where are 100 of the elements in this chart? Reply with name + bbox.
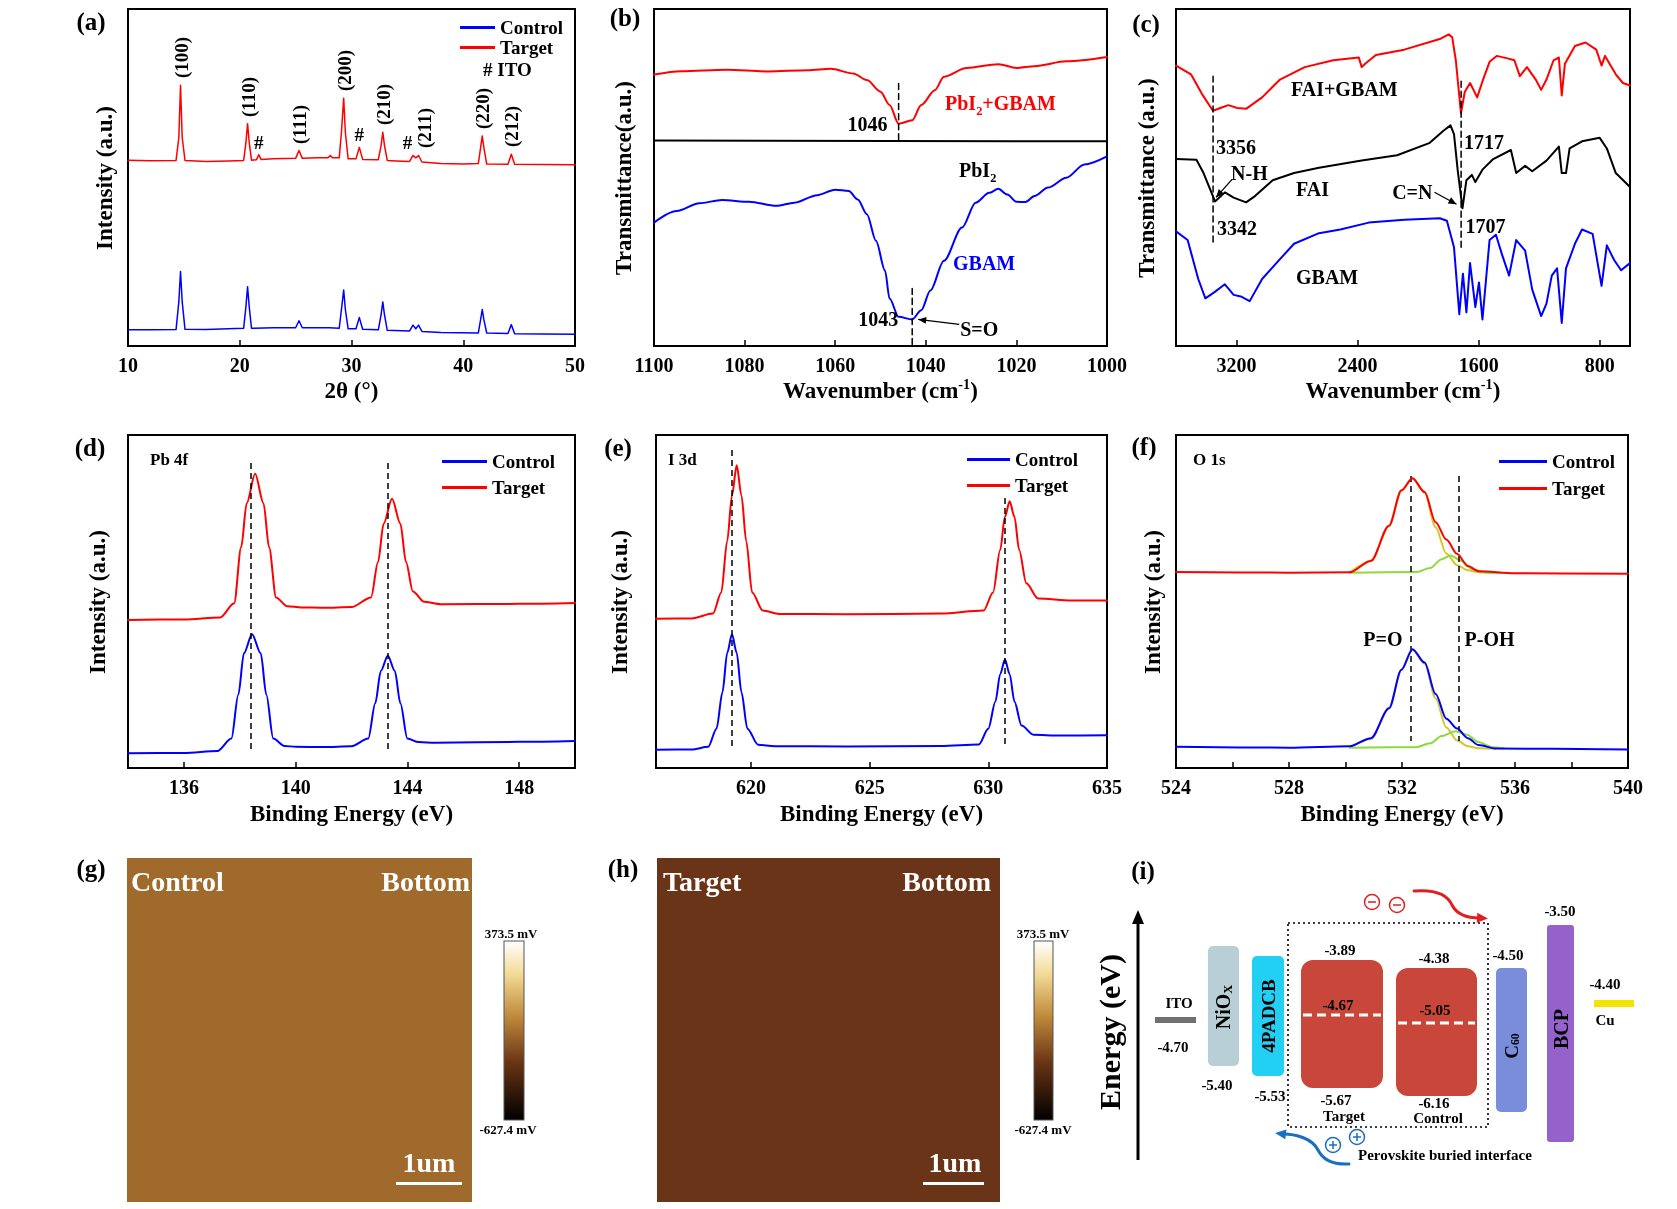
text: Target (663, 866, 742, 897)
annotation: N-H (1231, 162, 1268, 185)
x-tick-label: 30 (341, 354, 362, 376)
x-tick-label: 524 (1161, 776, 1191, 798)
x-tick-label: 1100 (634, 354, 674, 376)
text: O 1s (1193, 449, 1226, 469)
chart-title: (d) (74, 433, 106, 461)
y-axis-title: Intensity (a.u.) (84, 529, 110, 674)
text: (i) (1131, 856, 1155, 884)
annotation: (212) (500, 106, 522, 148)
annotation: I 3d (668, 449, 697, 469)
x-tick-label: 140 (280, 776, 311, 798)
legend-label: Target (1552, 478, 1606, 499)
chart-title: (c) (1132, 9, 1160, 37)
x-tick-label: 630 (973, 776, 1004, 798)
annotation: 1717 (1463, 131, 1504, 154)
text: 373.5 mV (484, 925, 538, 941)
x-tick-label: 20 (229, 354, 250, 376)
x-tick-label: 620 (735, 776, 766, 798)
chart-title: (a) (76, 7, 106, 35)
x-tick-label: 1060 (815, 354, 856, 376)
annotation: (220) (471, 87, 493, 129)
text: Cu (1595, 1011, 1615, 1028)
text: Perovskite buried interface (1358, 1146, 1532, 1163)
text: Control (1413, 1109, 1463, 1126)
y-axis-title: Intensity (a.u.) (1139, 529, 1165, 674)
text: -3.50 (1544, 902, 1576, 919)
series-label: GBAM (1296, 266, 1359, 288)
series-label: GBAM (953, 252, 1016, 274)
text: Bottom (381, 866, 470, 897)
x-tick-label: 3200 (1216, 354, 1257, 376)
text: Bottom (902, 866, 991, 897)
annotation: (110) (237, 76, 259, 117)
text: 373.5 mV (1016, 925, 1070, 941)
chart-title: (e) (604, 433, 632, 461)
y-axis-title: Transmittance(a.u.) (610, 80, 636, 275)
x-axis-title: 2θ (°) (324, 377, 379, 403)
text: -5.53 (1254, 1087, 1286, 1104)
text: Energy (eV) (1093, 954, 1126, 1110)
text: # ITO (483, 58, 532, 80)
text: -4.40 (1589, 975, 1621, 992)
text: -4.70 (1157, 1038, 1189, 1055)
y-axis-title: Transmittance (a.u.) (1133, 77, 1159, 278)
x-tick-label: 1040 (905, 354, 946, 376)
annotation: 1707 (1465, 215, 1506, 238)
x-tick-label: 10 (118, 354, 138, 376)
legend-label: Target (500, 37, 554, 58)
annotation: # (354, 123, 365, 145)
ref-line-label: P-OH (1464, 628, 1515, 650)
annotation: (100) (170, 37, 192, 79)
x-tick-label: 635 (1092, 776, 1122, 798)
x-tick-label: 1080 (724, 354, 765, 376)
legend-label: Control (1015, 449, 1078, 470)
text: -4.67 (1322, 996, 1354, 1013)
annotation: 1043 (858, 308, 899, 331)
legend-label: Target (1015, 475, 1069, 496)
legend-label: Target (492, 477, 546, 498)
x-tick-label: 144 (392, 776, 423, 798)
text: BCP (1550, 1009, 1572, 1049)
x-tick-label: 532 (1387, 776, 1417, 798)
text: 1um (402, 1147, 456, 1178)
x-axis-title: Binding Energy (eV) (249, 800, 454, 826)
text: -5.40 (1201, 1076, 1233, 1093)
y-axis-title: Intensity (a.u.) (606, 529, 632, 674)
annotation: S=O (960, 318, 999, 341)
text: 1um (928, 1147, 982, 1178)
text: (h) (607, 854, 639, 882)
annotation: 1046 (847, 112, 888, 135)
x-tick-label: 40 (453, 354, 474, 376)
annotation: (210) (372, 84, 394, 126)
x-tick-label: 1000 (1087, 354, 1127, 376)
text: -4.50 (1492, 946, 1524, 963)
text: -4.38 (1418, 949, 1450, 966)
x-tick-label: 2400 (1337, 354, 1378, 376)
text: -627.4 mV (1014, 1121, 1072, 1137)
x-tick-label: 148 (504, 776, 535, 798)
x-tick-label: 136 (168, 776, 199, 798)
text: ITO (1165, 994, 1193, 1011)
text: -5.67 (1320, 1091, 1352, 1108)
annotation: C=N (1392, 181, 1433, 204)
x-tick-label: 540 (1613, 776, 1643, 798)
text: -6.16 (1418, 1094, 1450, 1111)
text: -627.4 mV (479, 1121, 537, 1137)
x-tick-label: 1600 (1458, 354, 1499, 376)
annotation: (111) (288, 104, 310, 144)
chart-title: (f) (1131, 432, 1157, 460)
annotation: # (402, 131, 413, 153)
x-tick-label: 528 (1274, 776, 1304, 798)
series-label: FAI+GBAM (1291, 78, 1398, 100)
x-tick-label: 1020 (996, 354, 1037, 376)
text: -3.89 (1324, 941, 1356, 958)
annotation: (200) (333, 49, 355, 92)
text: Pb 4f (150, 449, 189, 469)
legend-label: Control (1552, 451, 1615, 472)
y-axis-title: Intensity (a.u.) (91, 105, 117, 250)
text: (g) (76, 854, 106, 882)
annotation: 3356 (1215, 135, 1256, 158)
text: 4PADCB (1257, 979, 1279, 1053)
annotation: # (253, 131, 264, 153)
series-label: PbI$_{2}$+GBAM (945, 92, 1056, 118)
